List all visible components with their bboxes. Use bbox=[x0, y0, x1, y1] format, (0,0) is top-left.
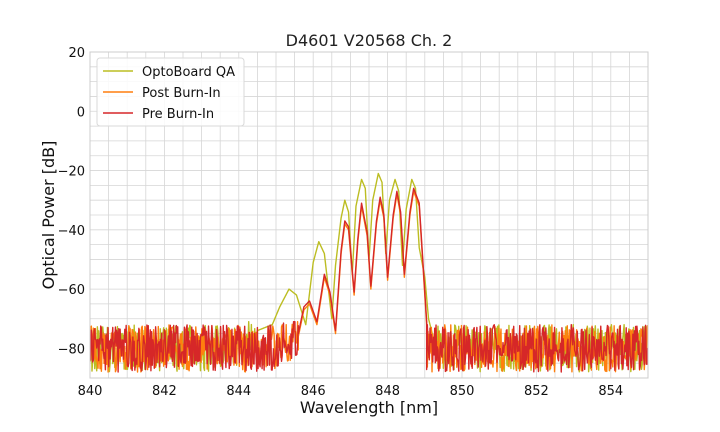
y-tick-label: 20 bbox=[68, 46, 85, 61]
y-tick-label: −20 bbox=[58, 165, 85, 180]
legend: OptoBoard QA Post Burn-In Pre Burn-In bbox=[96, 57, 245, 127]
series-line-pre-burn-in bbox=[90, 187, 648, 373]
x-tick-label: 854 bbox=[598, 384, 623, 399]
x-tick-label: 850 bbox=[450, 384, 475, 399]
legend-label-pre-burn-in: Pre Burn-In bbox=[142, 107, 214, 122]
plot-frame bbox=[89, 51, 649, 379]
x-tick-label: 846 bbox=[301, 384, 326, 399]
legend-label-post-burn-in: Post Burn-In bbox=[142, 86, 221, 101]
legend-box bbox=[96, 57, 245, 127]
chart-title: D4601 V20568 Ch. 2 bbox=[286, 31, 453, 50]
x-tick-labels: 840 842 844 846 848 850 852 854 bbox=[78, 384, 624, 399]
legend-label-optoboard-qa: OptoBoard QA bbox=[142, 65, 235, 80]
y-axis-title: Optical Power [dB] bbox=[39, 141, 58, 290]
x-tick-label: 844 bbox=[226, 384, 251, 399]
y-tick-label: 0 bbox=[77, 105, 85, 120]
x-tick-label: 852 bbox=[524, 384, 549, 399]
y-tick-label: −60 bbox=[58, 283, 85, 298]
y-tick-labels: 20 0 −20 −40 −60 −80 bbox=[58, 46, 85, 357]
y-tick-label: −80 bbox=[58, 342, 85, 357]
x-tick-label: 840 bbox=[78, 384, 103, 399]
y-tick-label: −40 bbox=[58, 224, 85, 239]
x-tick-label: 848 bbox=[375, 384, 400, 399]
x-tick-label: 842 bbox=[152, 384, 177, 399]
series-layer bbox=[90, 172, 648, 373]
x-axis-title: Wavelength [nm] bbox=[300, 398, 438, 417]
